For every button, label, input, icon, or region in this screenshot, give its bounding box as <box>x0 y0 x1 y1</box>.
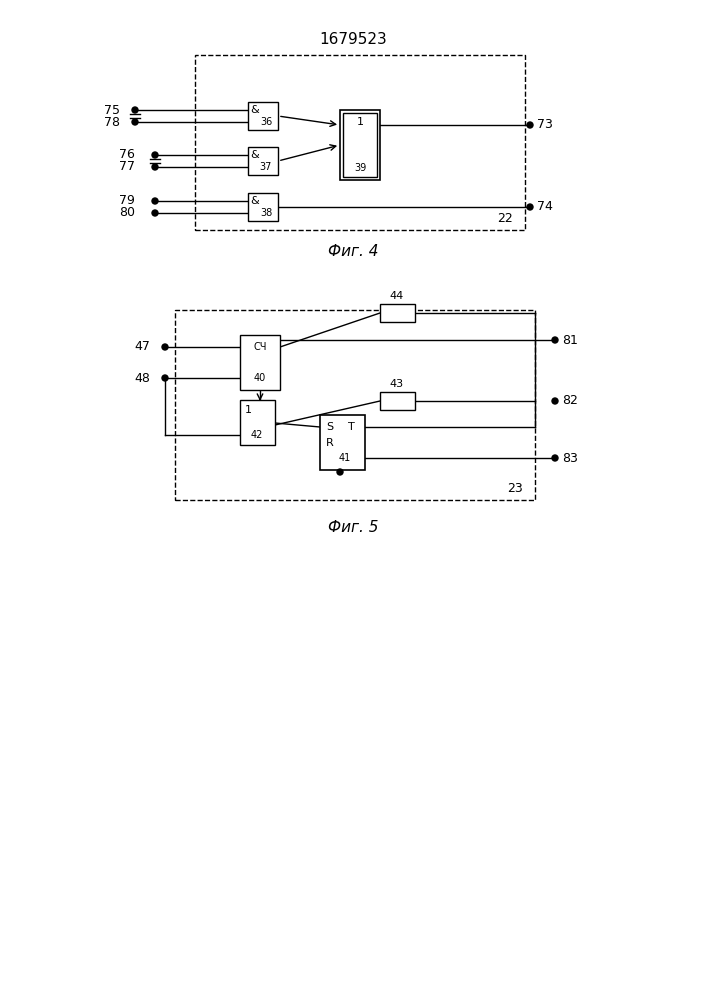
Circle shape <box>527 122 533 128</box>
Circle shape <box>552 455 558 461</box>
Circle shape <box>162 344 168 350</box>
Bar <box>380 392 415 410</box>
Text: 41: 41 <box>339 453 351 463</box>
Circle shape <box>152 198 158 204</box>
Text: R: R <box>326 438 334 448</box>
Text: 1679523: 1679523 <box>319 32 387 47</box>
Circle shape <box>132 119 138 125</box>
Circle shape <box>337 469 343 475</box>
Text: 39: 39 <box>354 163 366 173</box>
Text: 47: 47 <box>134 340 150 354</box>
Text: 40: 40 <box>254 373 266 383</box>
Text: 81: 81 <box>562 334 578 347</box>
Circle shape <box>152 164 158 170</box>
Text: 42: 42 <box>251 430 263 440</box>
Circle shape <box>162 375 168 381</box>
Circle shape <box>152 152 158 158</box>
Bar <box>343 113 377 177</box>
Text: 23: 23 <box>507 482 523 494</box>
Bar <box>240 335 280 390</box>
Text: 22: 22 <box>497 212 513 225</box>
Text: 38: 38 <box>260 208 272 218</box>
Bar <box>175 310 535 500</box>
Text: 77: 77 <box>119 160 135 174</box>
Circle shape <box>152 210 158 216</box>
Text: Фиг. 5: Фиг. 5 <box>328 520 378 536</box>
Text: &: & <box>250 196 259 206</box>
Text: 80: 80 <box>119 207 135 220</box>
Text: S: S <box>327 422 334 432</box>
Text: 43: 43 <box>390 379 404 389</box>
Circle shape <box>132 107 138 113</box>
Bar <box>248 147 278 175</box>
Text: 1: 1 <box>356 117 363 127</box>
Bar <box>380 304 415 322</box>
Text: СЧ: СЧ <box>253 342 267 352</box>
Text: 1: 1 <box>245 405 252 415</box>
Text: 83: 83 <box>562 452 578 464</box>
Text: 48: 48 <box>134 371 150 384</box>
Text: 73: 73 <box>537 118 553 131</box>
Text: T: T <box>348 422 354 432</box>
Text: 75: 75 <box>104 104 120 116</box>
Text: 74: 74 <box>537 200 553 214</box>
Text: &: & <box>250 105 259 115</box>
Text: Фиг. 4: Фиг. 4 <box>328 244 378 259</box>
Bar <box>248 102 278 130</box>
Text: 76: 76 <box>119 148 135 161</box>
Circle shape <box>552 337 558 343</box>
Bar <box>320 415 365 470</box>
Circle shape <box>527 204 533 210</box>
Text: 36: 36 <box>260 117 272 127</box>
Circle shape <box>552 398 558 404</box>
Text: 44: 44 <box>390 291 404 301</box>
Bar <box>340 110 380 180</box>
Text: 82: 82 <box>562 394 578 408</box>
Text: 78: 78 <box>104 115 120 128</box>
Bar <box>195 55 525 230</box>
Bar <box>240 400 275 445</box>
Text: 79: 79 <box>119 194 135 208</box>
Text: &: & <box>250 150 259 160</box>
Text: 37: 37 <box>259 162 272 172</box>
Bar <box>248 193 278 221</box>
